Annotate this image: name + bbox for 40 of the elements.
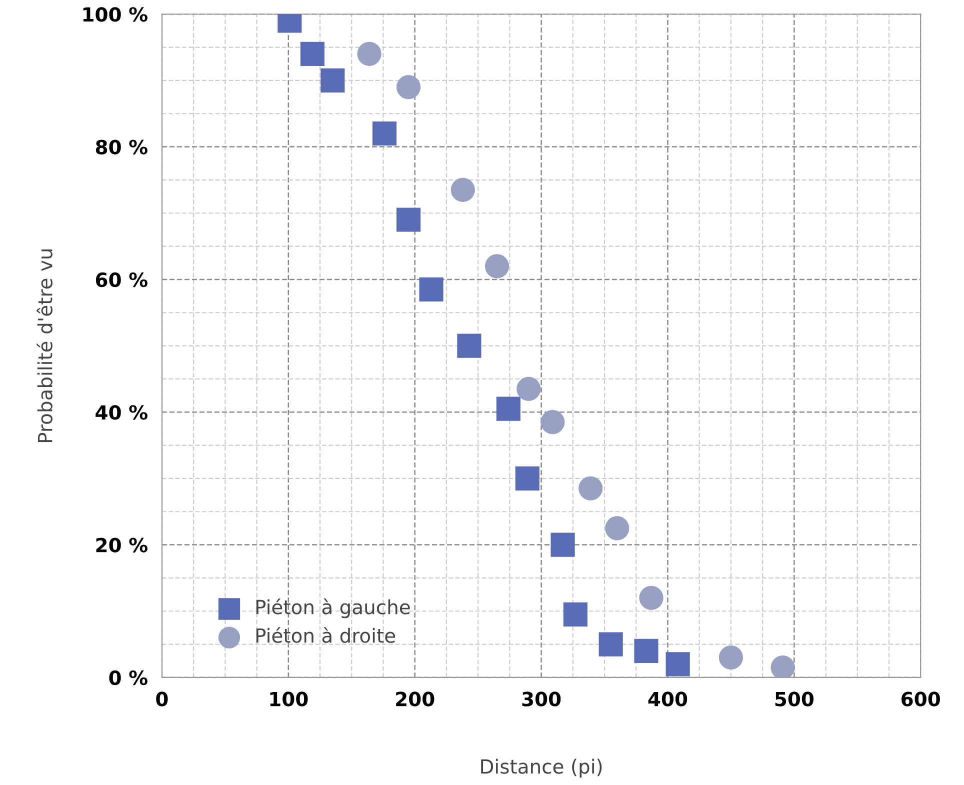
point — [639, 586, 664, 610]
point — [578, 476, 603, 500]
x-tick-label: 0 — [156, 692, 168, 706]
y-tick-label: 100 % — [83, 7, 148, 22]
point — [540, 410, 565, 434]
point — [496, 396, 520, 421]
y-tick-label: 40 % — [96, 405, 148, 420]
x-tick-label: 600 — [902, 692, 940, 706]
x-tick-label: 100 — [270, 692, 308, 706]
legend-label: Piéton à gauche — [256, 598, 410, 618]
x-tick-label: 200 — [396, 692, 434, 706]
point — [605, 516, 630, 540]
point — [550, 532, 575, 557]
point — [718, 646, 743, 670]
point — [320, 68, 345, 92]
point — [457, 334, 482, 358]
point — [419, 277, 444, 302]
x-tick-label: 500 — [775, 692, 814, 706]
legend-label: Piéton à droite — [256, 627, 396, 643]
point — [300, 42, 324, 66]
y-tick-label: 20 % — [96, 538, 148, 552]
x-axis-title: Distance (pi) — [481, 758, 602, 778]
point — [516, 376, 541, 401]
point — [634, 638, 658, 663]
point — [357, 42, 382, 66]
y-tick-label: 80 % — [96, 140, 148, 154]
point — [563, 602, 588, 626]
point — [372, 122, 397, 146]
point — [666, 652, 690, 676]
y-tick-label: 60 % — [96, 272, 148, 288]
y-tick-label: 0 % — [109, 670, 148, 686]
y-axis-title: Probabilité d'être vu — [36, 249, 52, 442]
x-tick-label: 400 — [648, 692, 688, 706]
point — [450, 178, 475, 202]
point — [515, 466, 540, 490]
point — [598, 632, 623, 656]
point — [396, 208, 421, 232]
x-tick-label: 300 — [522, 692, 561, 706]
point — [396, 75, 421, 100]
point — [485, 254, 510, 278]
